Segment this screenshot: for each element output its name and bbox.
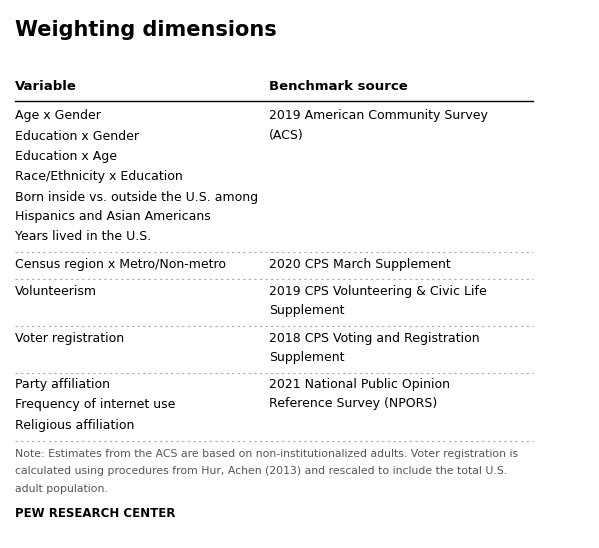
Text: Reference Survey (NPORS): Reference Survey (NPORS): [269, 397, 437, 410]
Text: Volunteerism: Volunteerism: [15, 285, 97, 298]
Text: 2019 CPS Volunteering & Civic Life: 2019 CPS Volunteering & Civic Life: [269, 285, 486, 298]
Text: 2021 National Public Opinion: 2021 National Public Opinion: [269, 378, 450, 391]
Text: Hispanics and Asian Americans: Hispanics and Asian Americans: [15, 210, 211, 223]
Text: (ACS): (ACS): [269, 129, 304, 141]
Text: Frequency of internet use: Frequency of internet use: [15, 398, 176, 412]
Text: Voter registration: Voter registration: [15, 332, 124, 345]
Text: Variable: Variable: [15, 81, 77, 94]
Text: Race/Ethnicity x Education: Race/Ethnicity x Education: [15, 170, 183, 183]
Text: Weighting dimensions: Weighting dimensions: [15, 20, 277, 41]
Text: Education x Age: Education x Age: [15, 150, 117, 163]
Text: Years lived in the U.S.: Years lived in the U.S.: [15, 230, 152, 243]
Text: calculated using procedures from Hur, Achen (2013) and rescaled to include the t: calculated using procedures from Hur, Ac…: [15, 466, 507, 476]
Text: Education x Gender: Education x Gender: [15, 130, 139, 142]
Text: 2019 American Community Survey: 2019 American Community Survey: [269, 110, 488, 122]
Text: Supplement: Supplement: [269, 351, 344, 364]
Text: Party affiliation: Party affiliation: [15, 378, 110, 391]
Text: 2018 CPS Voting and Registration: 2018 CPS Voting and Registration: [269, 332, 479, 345]
Text: Note: Estimates from the ACS are based on non-institutionalized adults. Voter re: Note: Estimates from the ACS are based o…: [15, 449, 518, 459]
Text: 2020 CPS March Supplement: 2020 CPS March Supplement: [269, 258, 450, 271]
Text: Supplement: Supplement: [269, 304, 344, 317]
Text: Born inside vs. outside the U.S. among: Born inside vs. outside the U.S. among: [15, 191, 258, 203]
Text: PEW RESEARCH CENTER: PEW RESEARCH CENTER: [15, 506, 176, 520]
Text: Census region x Metro/Non-metro: Census region x Metro/Non-metro: [15, 258, 226, 271]
Text: adult population.: adult population.: [15, 484, 108, 494]
Text: Benchmark source: Benchmark source: [269, 81, 407, 94]
Text: Age x Gender: Age x Gender: [15, 110, 101, 122]
Text: Religious affiliation: Religious affiliation: [15, 419, 134, 432]
